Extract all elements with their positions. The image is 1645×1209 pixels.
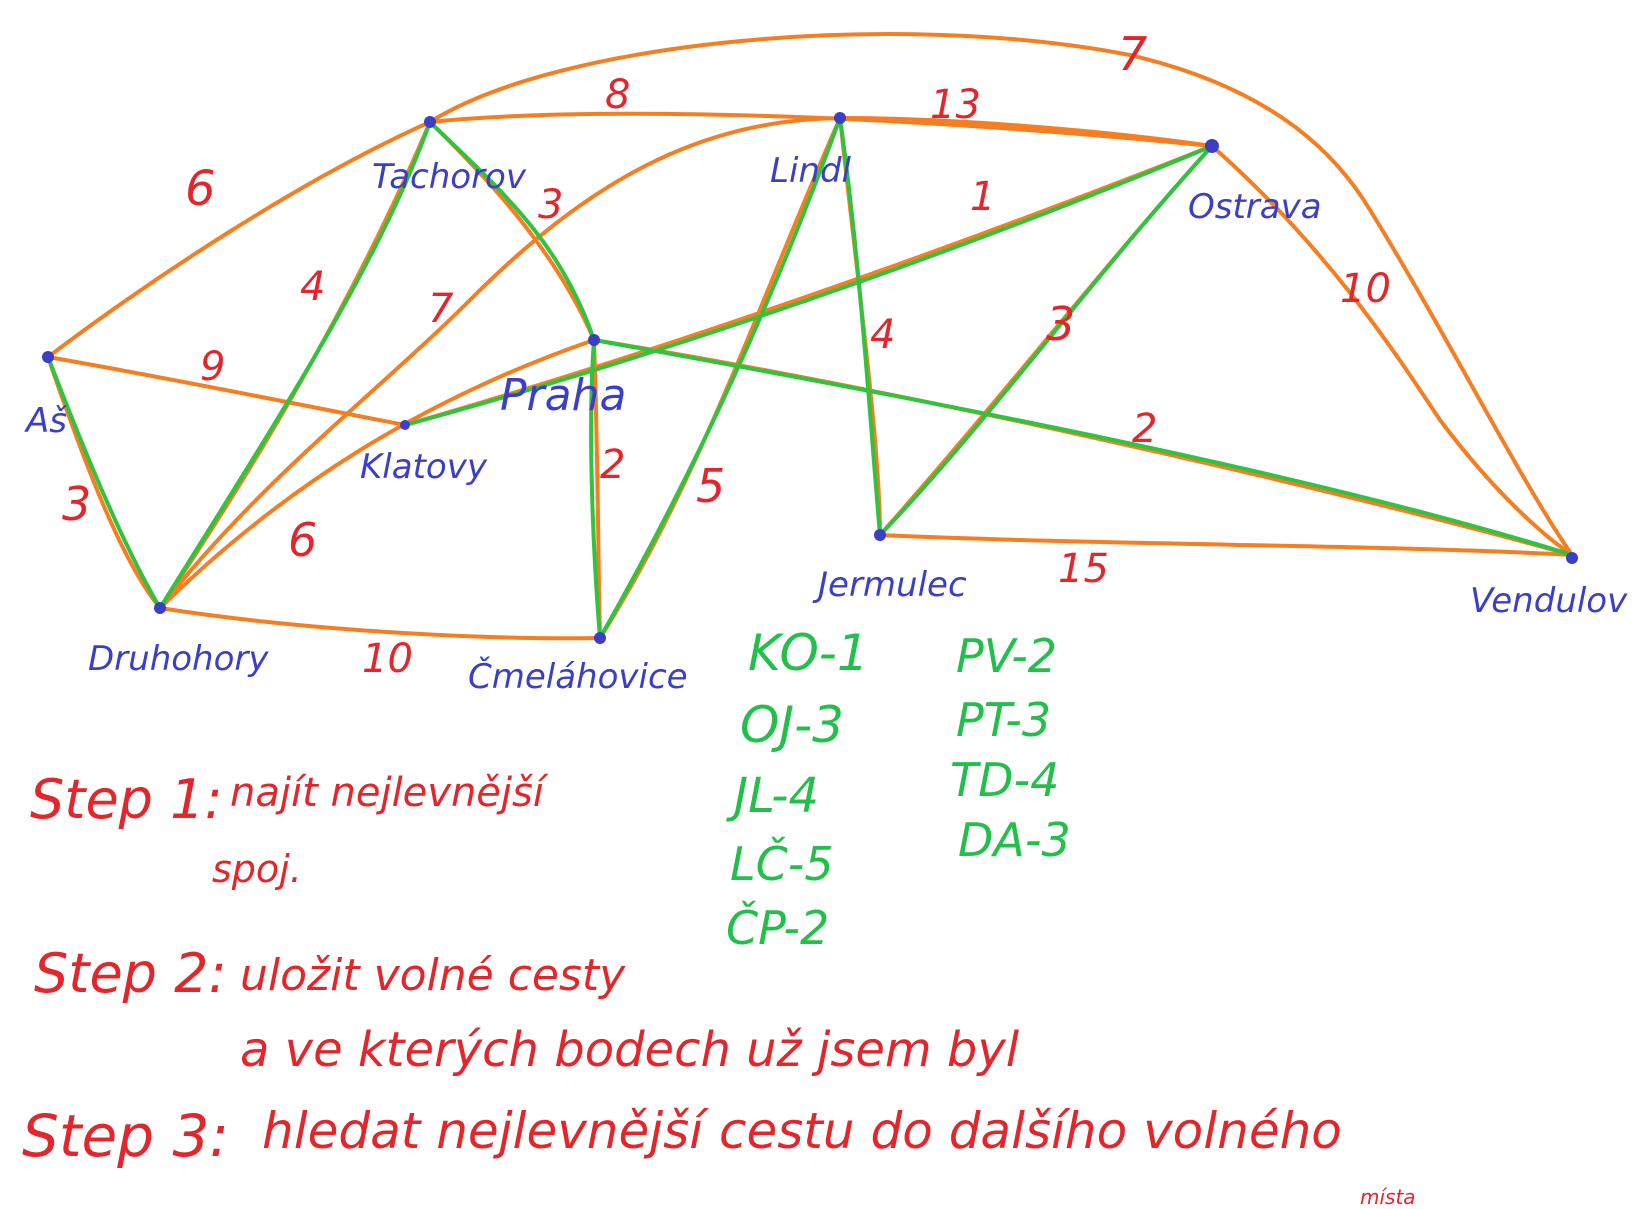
node-V	[1566, 552, 1578, 564]
weight-A-K: 9	[200, 344, 225, 390]
mst-item: DA-3	[958, 813, 1071, 867]
mst-item: ČP-2	[726, 900, 829, 955]
weight-L-C: 5	[696, 459, 725, 513]
city-label-P: Praha	[500, 370, 626, 421]
weight-O-J: 3	[1046, 297, 1075, 351]
step1-label: Step 1:	[30, 768, 223, 831]
weight-J-V: 15	[1058, 546, 1109, 592]
mst-item: PT-3	[956, 693, 1051, 747]
edge-P-D	[158, 338, 596, 610]
weight-T-P: 3	[538, 182, 563, 228]
city-label-C: Čmeláhovice	[468, 656, 688, 697]
mst-edge-L-C	[598, 116, 842, 640]
weight-L-J: 4	[870, 312, 895, 358]
mst-item: TD-4	[950, 753, 1059, 807]
step3-text: hledat nejlevnější cestu do dalšího voln…	[262, 1102, 1342, 1160]
edge-T-V	[428, 32, 1574, 557]
edge-A-K	[46, 355, 407, 427]
edge-P-V	[592, 338, 1574, 557]
weight-D-C: 10	[362, 636, 413, 682]
city-label-L: Lindl	[770, 151, 852, 191]
node-O	[1205, 139, 1219, 153]
step1-text-2: spoj.	[212, 847, 302, 891]
city-label-D: Druhohory	[88, 639, 269, 679]
mst-edge-J-L	[838, 116, 882, 537]
weight-L-O: 13	[930, 82, 981, 128]
mst-item: OJ-3	[740, 696, 844, 754]
weight-P-D: 6	[288, 513, 317, 567]
graph-nodes	[42, 112, 1578, 644]
mst-edges	[46, 116, 1574, 640]
weight-T-V: 7	[1118, 27, 1147, 81]
graph-edges	[46, 32, 1574, 641]
city-label-T: Tachorov	[372, 157, 527, 197]
step3-text-2: místa	[1360, 1185, 1416, 1209]
edge-T-O	[428, 111, 1214, 148]
step2-text: uložit volné cesty	[240, 950, 626, 1001]
edge-A-T	[46, 120, 432, 359]
weight-O-V: 10	[1340, 266, 1391, 312]
city-label-O: Ostrava	[1188, 187, 1322, 227]
edge-O-V	[1210, 144, 1574, 557]
mst-item: KO-1	[748, 624, 869, 682]
edge-J-V	[878, 533, 1574, 557]
algorithm-steps: Step 1: najít nejlevnější spoj. Step 2: …	[22, 768, 1416, 1209]
edge-L-O	[838, 116, 1214, 148]
node-P	[588, 334, 600, 346]
weight-K-O: 1	[970, 174, 995, 220]
mst-edge-O-J	[878, 144, 1214, 537]
edge-weights: 6 7 8 13 3 4 7 1 9 3 6 2 5 4 3 10 2 15 1…	[62, 27, 1391, 682]
weight-T-D: 4	[300, 264, 325, 310]
city-label-J: Jermulec	[812, 565, 967, 605]
edge-L-D	[158, 116, 842, 610]
node-T	[424, 116, 436, 128]
node-C	[594, 632, 606, 644]
edge-T-P	[428, 120, 596, 342]
weight-A-T: 6	[185, 161, 216, 217]
weight-T-O: 8	[605, 72, 630, 118]
node-D	[154, 602, 166, 614]
node-L	[834, 112, 846, 124]
city-label-K: Klatovy	[360, 447, 488, 487]
mst-edge-T-D	[158, 120, 432, 610]
node-J	[874, 529, 886, 541]
step2-text-2: a ve kterých bodech už jsem byl	[240, 1022, 1020, 1078]
mst-edge-P-T	[428, 120, 596, 342]
mst-item: PV-2	[956, 629, 1057, 683]
mst-list: KO-1 OJ-3 JL-4 LČ-5 ČP-2 PV-2 PT-3 TD-4 …	[726, 624, 1071, 955]
mst-edge-C-P	[589, 338, 602, 640]
mst-edge-P-V	[592, 338, 1574, 557]
node-A	[42, 351, 54, 363]
mst-item: JL-4	[726, 768, 819, 824]
weight-P-C: 2	[600, 442, 625, 488]
weight-P-V: 2	[1132, 406, 1157, 452]
step2-label: Step 2:	[34, 942, 227, 1005]
edge-D-C	[158, 606, 602, 641]
mst-edge-K-O	[403, 144, 1214, 427]
city-label-V: Vendulov	[1470, 581, 1628, 621]
city-labels: Aš Tachorov Lindl Ostrava Praha Klatovy …	[24, 151, 1628, 697]
step1-text: najít nejlevnější	[230, 770, 549, 816]
weight-L-D: 7	[428, 286, 454, 332]
mst-edge-D-A	[46, 355, 162, 610]
city-label-A: Aš	[24, 401, 67, 441]
weight-A-D: 3	[62, 477, 91, 531]
mst-item: LČ-5	[730, 836, 834, 891]
node-K	[400, 420, 410, 430]
step3-label: Step 3:	[22, 1102, 229, 1170]
